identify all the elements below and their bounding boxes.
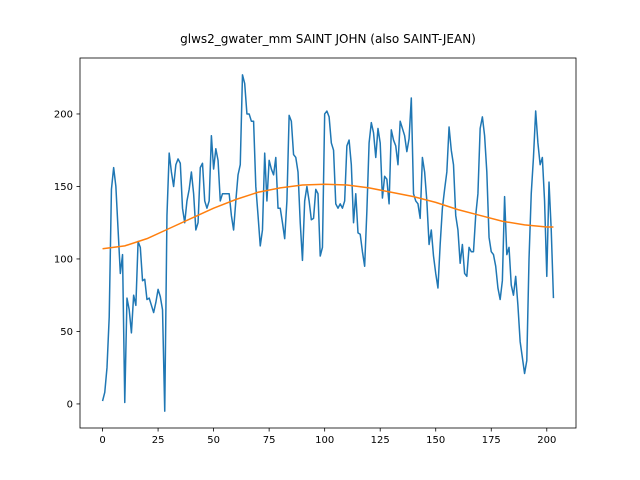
x-tick-label: 150: [426, 435, 445, 446]
y-tick-label: 100: [54, 254, 73, 265]
x-tick-label: 125: [371, 435, 390, 446]
data-line: [101, 74, 555, 412]
y-tick-label: 0: [67, 399, 73, 410]
y-tick-label: 50: [60, 327, 73, 338]
x-tick-label: 50: [207, 435, 220, 446]
x-tick-label: 100: [315, 435, 334, 446]
data-line: [102, 183, 554, 250]
x-tick-label: 75: [263, 435, 276, 446]
y-tick-label: 150: [54, 182, 73, 193]
x-tick-label: 25: [152, 435, 165, 446]
chart-title: glws2_gwater_mm SAINT JOHN (also SAINT-J…: [180, 32, 476, 46]
x-tick-label: 200: [537, 435, 556, 446]
plot-frame: [79, 57, 577, 429]
x-tick-label: 0: [99, 435, 105, 446]
x-tick-label: 175: [482, 435, 501, 446]
y-tick-label: 200: [54, 109, 73, 120]
